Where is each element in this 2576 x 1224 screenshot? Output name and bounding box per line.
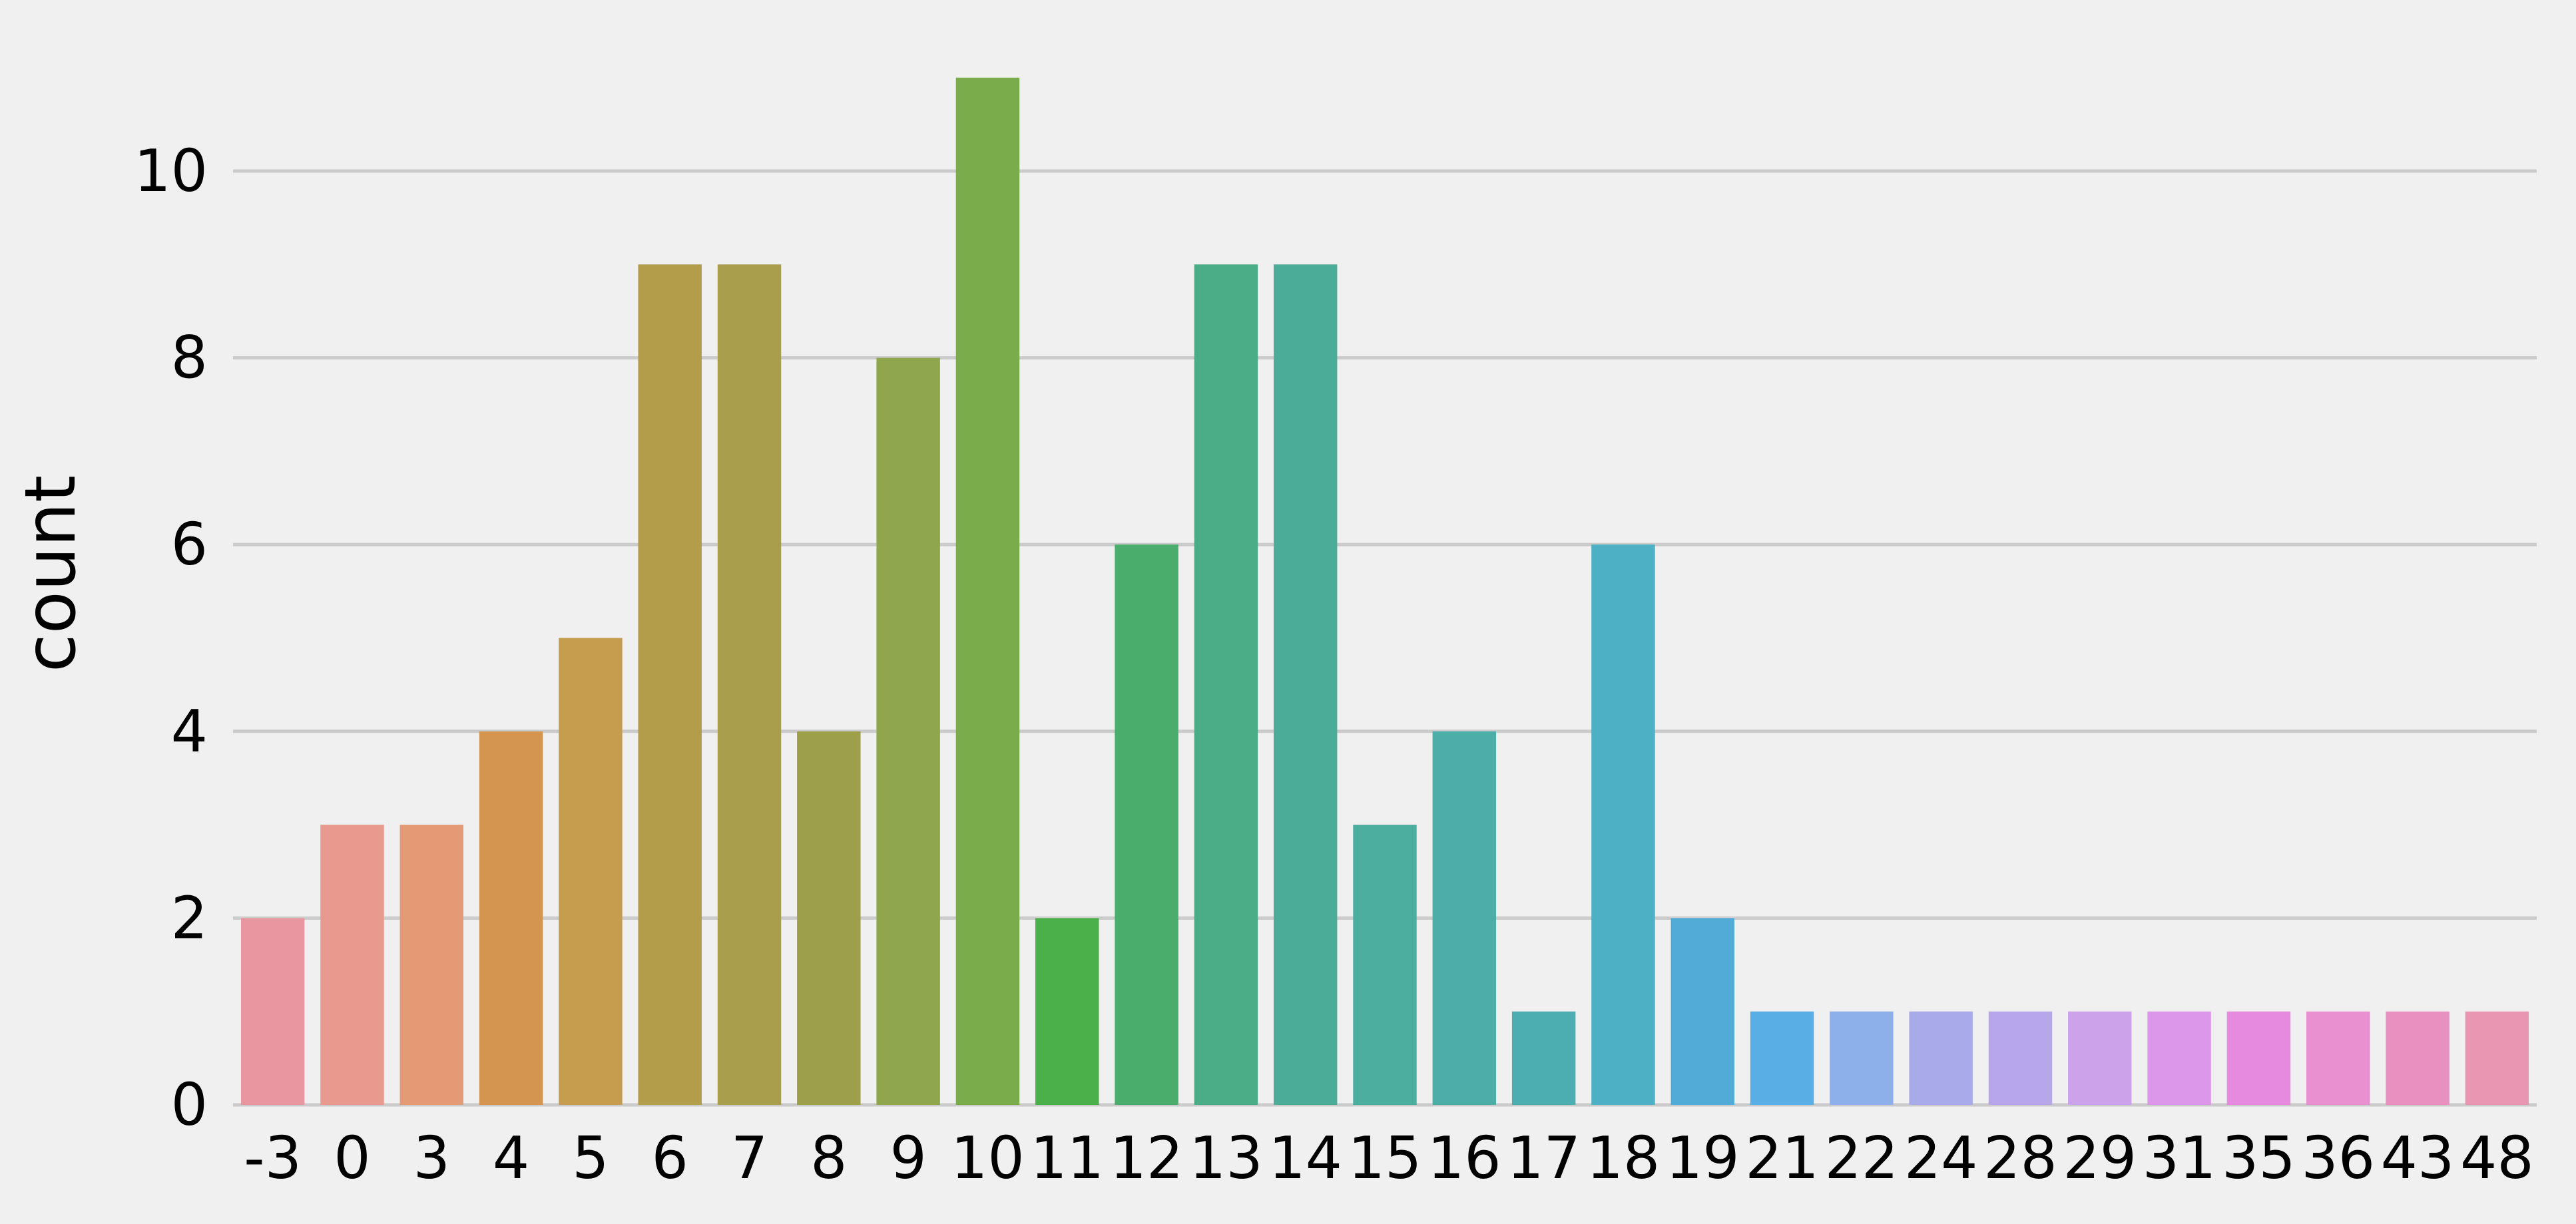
x-tick-label: 7 [731, 1124, 768, 1192]
bar-22 [1830, 1011, 1894, 1105]
x-tick-label: 5 [572, 1124, 609, 1192]
bar-35 [2226, 1011, 2291, 1105]
bar-36 [2306, 1011, 2370, 1105]
y-tick-label: 2 [171, 884, 208, 952]
bars [240, 77, 2529, 1106]
y-tick-label: 10 [134, 137, 208, 205]
x-tick-label: 15 [1348, 1124, 1422, 1192]
x-tick-label: 28 [1983, 1124, 2057, 1192]
bar-8 [797, 731, 861, 1105]
bar-6 [638, 264, 702, 1105]
x-tick-label: 48 [2460, 1124, 2534, 1192]
bar-28 [1988, 1011, 2053, 1105]
bar-21 [1750, 1011, 1814, 1105]
bar-0 [320, 825, 384, 1105]
bar-10 [955, 77, 1020, 1106]
x-tick-label: 16 [1427, 1124, 1501, 1192]
y-tick-label: 8 [171, 324, 208, 392]
x-tick-label: 22 [1825, 1124, 1899, 1192]
x-tick-label: 24 [1904, 1124, 1978, 1192]
x-tick-label: 19 [1666, 1124, 1740, 1192]
x-tick-label: 43 [2381, 1124, 2455, 1192]
x-tick-label: 4 [493, 1124, 529, 1192]
x-tick-label: 9 [890, 1124, 926, 1192]
bar-19 [1671, 918, 1734, 1105]
bar-12 [1115, 544, 1178, 1105]
x-tick-label: 35 [2222, 1124, 2296, 1192]
y-tick-labels: 0 2 4 6 8 10 [134, 137, 208, 1139]
y-tick-label: 0 [171, 1071, 208, 1139]
x-tick-label: 6 [652, 1124, 688, 1192]
x-tick-label: -3 [244, 1124, 302, 1192]
bar-31 [2147, 1011, 2211, 1105]
x-tick-label: 10 [951, 1124, 1025, 1192]
x-tick-labels: -3 0 3 4 5 6 7 8 9 10 11 12 13 14 15 16 17 18 19 21 22 24 28 29… [244, 1124, 2533, 1192]
x-tick-label: 21 [1745, 1124, 1819, 1192]
x-tick-label: 13 [1189, 1124, 1263, 1192]
x-tick-label: 11 [1030, 1124, 1104, 1192]
bar-9 [876, 357, 940, 1105]
x-tick-label: 8 [810, 1124, 847, 1192]
bar-5 [559, 638, 623, 1105]
x-tick-label: 3 [413, 1124, 450, 1192]
bar-43 [2386, 1011, 2449, 1105]
x-tick-label: 0 [334, 1124, 370, 1192]
bar-3 [399, 825, 463, 1105]
bar-7 [717, 264, 782, 1105]
x-tick-label: 29 [2063, 1124, 2137, 1192]
bar-29 [2068, 1011, 2132, 1105]
x-tick-label: 36 [2301, 1124, 2375, 1192]
bar-15 [1353, 825, 1417, 1105]
bar-18 [1591, 544, 1655, 1105]
y-axis-label: count [10, 475, 91, 672]
y-tick-label: 6 [171, 510, 208, 578]
x-tick-label: 12 [1110, 1124, 1184, 1192]
bar-13 [1194, 264, 1258, 1105]
bar-14 [1273, 264, 1338, 1105]
bar-11 [1035, 918, 1099, 1105]
x-tick-label: 31 [2143, 1124, 2216, 1192]
y-tick-label: 4 [171, 698, 208, 765]
bar-4 [479, 731, 543, 1105]
x-tick-label: 14 [1268, 1124, 1342, 1192]
bar--3 [240, 918, 305, 1105]
bar-17 [1511, 1011, 1576, 1105]
bar-24 [1909, 1011, 1973, 1105]
bar-16 [1432, 731, 1497, 1105]
x-tick-label: 18 [1587, 1124, 1661, 1192]
x-tick-label: 17 [1507, 1124, 1581, 1192]
bar-48 [2465, 1011, 2529, 1105]
